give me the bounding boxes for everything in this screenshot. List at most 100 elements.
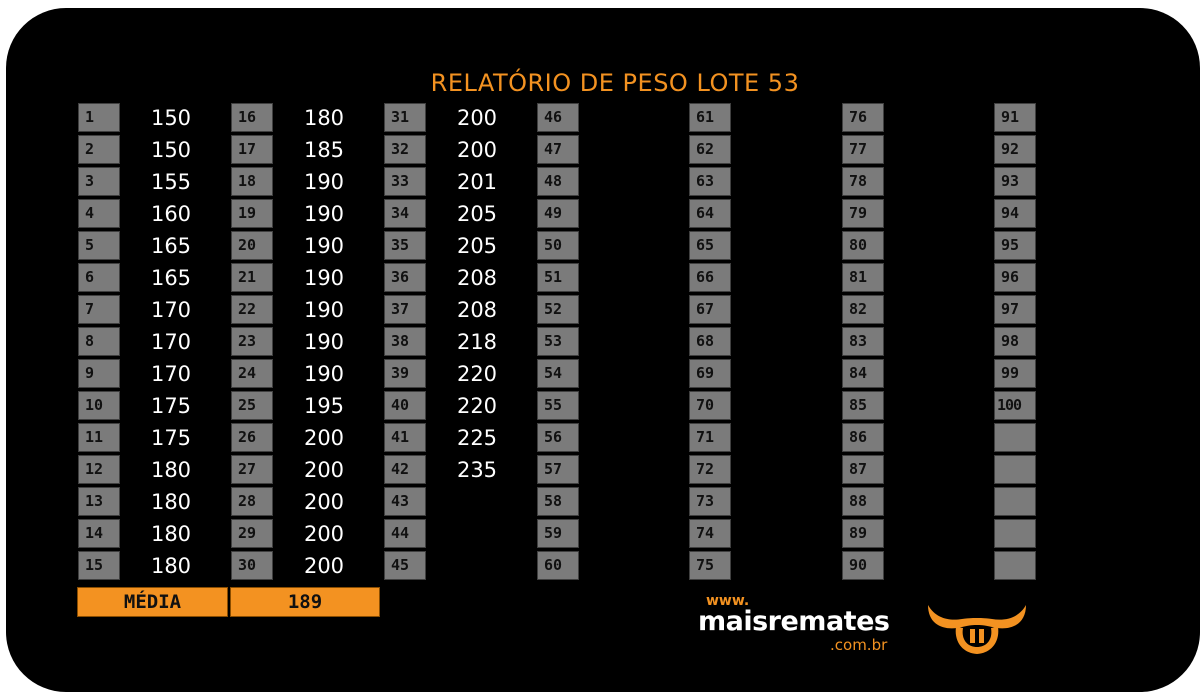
table-row xyxy=(994,551,1144,583)
animal-number-cell: 10 xyxy=(78,391,120,420)
animal-number-cell: 80 xyxy=(842,231,884,260)
weight-value-cell: 180 xyxy=(150,554,192,578)
animal-number-cell: 51 xyxy=(537,263,579,292)
weight-value-cell xyxy=(1036,455,1138,485)
animal-number-cell: 84 xyxy=(842,359,884,388)
table-row: 47 xyxy=(537,135,687,167)
weight-value-cell: 180 xyxy=(150,522,192,546)
animal-number-cell: 48 xyxy=(537,167,579,196)
table-row: 100 xyxy=(994,391,1144,423)
weight-value-cell: 200 xyxy=(303,522,345,546)
weight-value-cell: 200 xyxy=(303,458,345,482)
table-row: 95 xyxy=(994,231,1144,263)
table-row: 28 200 xyxy=(231,487,381,519)
logo-www-text: www. xyxy=(706,593,750,609)
table-row xyxy=(994,487,1144,519)
animal-number-cell: 11 xyxy=(78,423,120,452)
weight-value-cell xyxy=(884,167,986,197)
weight-value-cell xyxy=(731,231,833,261)
weight-value-cell xyxy=(731,391,833,421)
animal-number-cell: 65 xyxy=(689,231,731,260)
weight-value-cell xyxy=(1036,327,1138,357)
table-row: 6 165 xyxy=(78,263,228,295)
weight-column: 76 77 78 79 80 81 82 83 84 85 86 87 88 89 90 xyxy=(842,103,992,583)
animal-number-cell: 12 xyxy=(78,455,120,484)
table-row: 75 xyxy=(689,551,839,583)
animal-number-cell: 18 xyxy=(231,167,273,196)
table-row: 22 190 xyxy=(231,295,381,327)
table-row: 44 xyxy=(384,519,534,551)
animal-number-cell: 95 xyxy=(994,231,1036,260)
animal-number-cell: 56 xyxy=(537,423,579,452)
table-row: 51 xyxy=(537,263,687,295)
table-row: 98 xyxy=(994,327,1144,359)
table-row: 11 175 xyxy=(78,423,228,455)
weight-column: 91 92 93 94 95 96 97 98 99 100 xyxy=(994,103,1144,583)
weight-value-cell xyxy=(579,487,681,517)
animal-number-cell: 17 xyxy=(231,135,273,164)
weight-value-cell xyxy=(579,295,681,325)
table-row: 82 xyxy=(842,295,992,327)
animal-number-cell: 2 xyxy=(78,135,120,164)
table-row: 63 xyxy=(689,167,839,199)
weight-value-cell: 200 xyxy=(303,490,345,514)
animal-number-cell: 97 xyxy=(994,295,1036,324)
weight-value-cell: 218 xyxy=(456,330,498,354)
animal-number-cell: 7 xyxy=(78,295,120,324)
animal-number-cell: 74 xyxy=(689,519,731,548)
weight-value-cell: 185 xyxy=(303,138,345,162)
animal-number-cell: 50 xyxy=(537,231,579,260)
table-row: 31 200 xyxy=(384,103,534,135)
animal-number-cell: 55 xyxy=(537,391,579,420)
table-row: 9 170 xyxy=(78,359,228,391)
animal-number-cell: 3 xyxy=(78,167,120,196)
animal-number-cell: 32 xyxy=(384,135,426,164)
animal-number-cell: 93 xyxy=(994,167,1036,196)
table-row: 23 190 xyxy=(231,327,381,359)
animal-number-cell: 100 xyxy=(994,391,1036,420)
animal-number-cell: 77 xyxy=(842,135,884,164)
weight-column: 31 200 32 200 33 201 34 205 35 205 36 208 37 208 38 218… xyxy=(384,103,534,583)
weight-value-cell: 160 xyxy=(150,202,192,226)
animal-number-cell: 52 xyxy=(537,295,579,324)
weight-value-cell xyxy=(579,391,681,421)
table-row xyxy=(994,519,1144,551)
table-row: 33 201 xyxy=(384,167,534,199)
table-row: 3 155 xyxy=(78,167,228,199)
animal-number-cell: 20 xyxy=(231,231,273,260)
animal-number-cell: 78 xyxy=(842,167,884,196)
animal-number-cell: 40 xyxy=(384,391,426,420)
table-row: 80 xyxy=(842,231,992,263)
weight-value-cell xyxy=(884,263,986,293)
weight-value-cell: 200 xyxy=(456,138,498,162)
table-row: 10 175 xyxy=(78,391,228,423)
animal-number-cell: 83 xyxy=(842,327,884,356)
animal-number-cell: 76 xyxy=(842,103,884,132)
bull-horns-icon xyxy=(928,605,1026,654)
animal-number-cell: 63 xyxy=(689,167,731,196)
weight-value-cell xyxy=(731,487,833,517)
weight-value-cell: 190 xyxy=(303,170,345,194)
table-row: 67 xyxy=(689,295,839,327)
animal-number-cell: 53 xyxy=(537,327,579,356)
weight-value-cell xyxy=(884,199,986,229)
weight-value-cell xyxy=(579,519,681,549)
weight-value-cell: 235 xyxy=(456,458,498,482)
weight-value-cell: 180 xyxy=(303,106,345,130)
animal-number-cell: 61 xyxy=(689,103,731,132)
table-row: 35 205 xyxy=(384,231,534,263)
brand-logo[interactable]: www. maisremates .com.br xyxy=(690,593,1050,663)
weight-value-cell xyxy=(731,199,833,229)
weight-value-cell xyxy=(884,327,986,357)
animal-number-cell: 64 xyxy=(689,199,731,228)
table-row: 83 xyxy=(842,327,992,359)
weight-value-cell xyxy=(731,295,833,325)
weight-value-cell: 150 xyxy=(150,138,192,162)
animal-number-cell: 68 xyxy=(689,327,731,356)
animal-number-cell: 70 xyxy=(689,391,731,420)
weight-value-cell xyxy=(579,327,681,357)
animal-number-cell: 87 xyxy=(842,455,884,484)
weight-value-cell xyxy=(731,423,833,453)
animal-number-cell: 69 xyxy=(689,359,731,388)
weight-value-cell xyxy=(1036,359,1138,389)
